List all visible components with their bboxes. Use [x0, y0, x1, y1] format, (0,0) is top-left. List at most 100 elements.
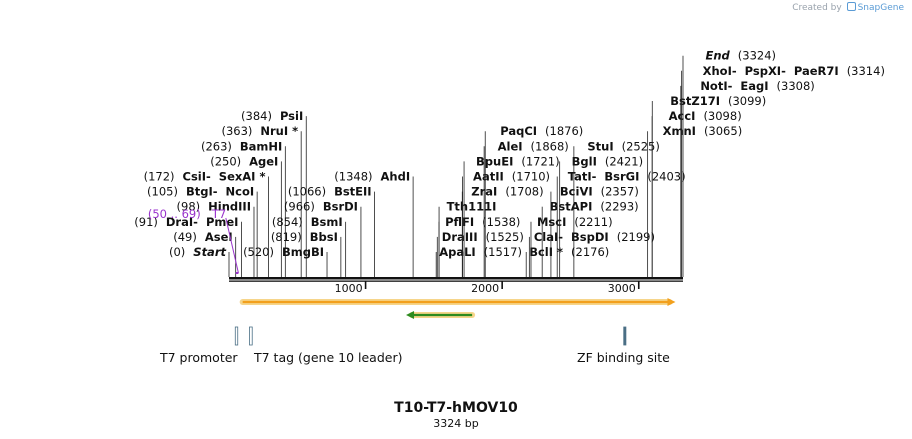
- site-name-label: ApaLI: [439, 245, 476, 259]
- site-name-label: AgeI: [249, 154, 278, 168]
- site-name-label: DraI: [166, 215, 193, 229]
- site-name-label: Tth111I: [447, 200, 497, 214]
- feature-label: T7 tag (gene 10 leader): [253, 350, 402, 365]
- site-name-separator: -: [592, 170, 597, 184]
- site-name-label: AhdI: [381, 170, 411, 184]
- snapgene-credit: Created by SnapGene: [792, 2, 904, 13]
- site-position-label: (49): [173, 230, 197, 244]
- site-position-label: (819): [271, 230, 302, 244]
- site-position-label: (250): [210, 154, 241, 168]
- site-name-label: PsiI: [280, 109, 303, 123]
- site-name-label: BbsI: [310, 230, 338, 244]
- site-name-label: DraIII: [442, 230, 478, 244]
- site-name-label: BspDI: [571, 230, 609, 244]
- site-name-label: BpuEI: [476, 154, 513, 168]
- site-name-label: BtgI: [186, 185, 213, 199]
- site-name-label: NruI *: [260, 124, 298, 138]
- site-position-label: (3065): [704, 124, 742, 138]
- feature-label: ZF binding site: [577, 350, 670, 365]
- site-position-label: (2176): [571, 245, 609, 259]
- plasmid-length: 3324 bp: [433, 417, 479, 430]
- site-position-label: (263): [201, 139, 232, 153]
- site-name-label: PaqCI: [500, 124, 537, 138]
- site-name-separator: -: [728, 79, 733, 93]
- site-position-label: (854): [272, 215, 303, 229]
- site-name-label: CsiI: [183, 170, 207, 184]
- site-name-label: Start: [193, 245, 226, 259]
- site-name-separator: -: [732, 64, 737, 78]
- feature-box: [249, 326, 253, 346]
- site-position-label: (2421): [605, 154, 643, 168]
- site-name-label: BsrDI: [323, 200, 358, 214]
- site-name-label: AseI: [205, 230, 233, 244]
- primer-range-label: (50 .. 69): [148, 207, 201, 221]
- site-position-label: (2211): [574, 215, 612, 229]
- site-name-label: BciVI: [560, 185, 593, 199]
- site-name-label: NotI: [700, 79, 727, 93]
- site-position-label: (384): [241, 109, 272, 123]
- site-name-label: PflFI: [445, 215, 474, 229]
- site-position-label: (1710): [512, 170, 550, 184]
- site-position-label: (363): [221, 124, 252, 138]
- site-name-separator: -: [213, 185, 218, 199]
- backbone-bottom-strand: [229, 280, 683, 282]
- site-name-label: BstEII: [334, 185, 372, 199]
- site-position-label: (3099): [728, 94, 766, 108]
- ruler-tick-label: 2000: [471, 282, 499, 295]
- site-position-label: (2403): [647, 170, 685, 184]
- site-position-label: (1721): [521, 154, 559, 168]
- site-name-label: PaeR7I: [794, 64, 839, 78]
- site-position-label: (1066): [288, 185, 326, 199]
- site-name-label: BmgBI: [282, 245, 324, 259]
- site-position-label: (520): [243, 245, 274, 259]
- site-name-label: BclI *: [529, 245, 563, 259]
- feature-box: [623, 326, 627, 346]
- ruler-tick-label: 1000: [335, 282, 363, 295]
- site-name-label: PspXI: [745, 64, 781, 78]
- site-position-label: (1348): [334, 170, 372, 184]
- site-name-label: EagI: [740, 79, 768, 93]
- site-position-label: (91): [134, 215, 158, 229]
- reverse-orf-arrowhead: [406, 311, 415, 319]
- site-position-label: (1538): [482, 215, 520, 229]
- site-name-label: XmnI: [663, 124, 696, 138]
- site-name-separator: -: [193, 215, 198, 229]
- site-name-label: AccI: [669, 109, 696, 123]
- primer-name-label: T7: [211, 207, 226, 221]
- site-position-label: (3098): [703, 109, 741, 123]
- site-name-label: BglI: [572, 154, 597, 168]
- site-position-label: (2525): [622, 139, 660, 153]
- site-name-label: SexAI *: [219, 170, 266, 184]
- site-position-label: (3324): [738, 49, 776, 63]
- ruler-tick-label: 3000: [608, 282, 636, 295]
- site-position-label: (172): [144, 170, 175, 184]
- site-name-label: StuI: [587, 139, 613, 153]
- primer-leader-line: [225, 217, 239, 274]
- site-position-label: (2357): [601, 185, 639, 199]
- site-name-label: BamHI: [240, 139, 282, 153]
- credit-text: Created by: [792, 3, 842, 13]
- site-position-label: (98): [177, 200, 201, 214]
- feature-box: [234, 326, 239, 346]
- site-name-label: AleI: [498, 139, 523, 153]
- site-name-separator: -: [206, 170, 211, 184]
- site-name-label: BstAPI: [550, 200, 593, 214]
- site-position-label: (1876): [545, 124, 583, 138]
- site-position-label: (0): [169, 245, 185, 259]
- site-name-label: End: [706, 49, 731, 63]
- site-name-separator: -: [558, 230, 563, 244]
- site-name-label: TatI: [568, 170, 592, 184]
- site-name-label: PmeI: [206, 215, 239, 229]
- site-name-label: BsmI: [311, 215, 343, 229]
- backbone-top-strand: [229, 277, 683, 280]
- site-position-label: (2293): [600, 200, 638, 214]
- site-position-label: (1525): [486, 230, 524, 244]
- forward-orf-arrowhead: [667, 298, 676, 306]
- site-position-label: (1868): [531, 139, 569, 153]
- site-name-label: ClaI: [534, 230, 558, 244]
- site-position-label: (966): [284, 200, 315, 214]
- plasmid-title: T10-T7-hMOV10: [394, 400, 518, 416]
- site-position-label: (1708): [505, 185, 543, 199]
- site-name-label: BstZ17I: [670, 94, 720, 108]
